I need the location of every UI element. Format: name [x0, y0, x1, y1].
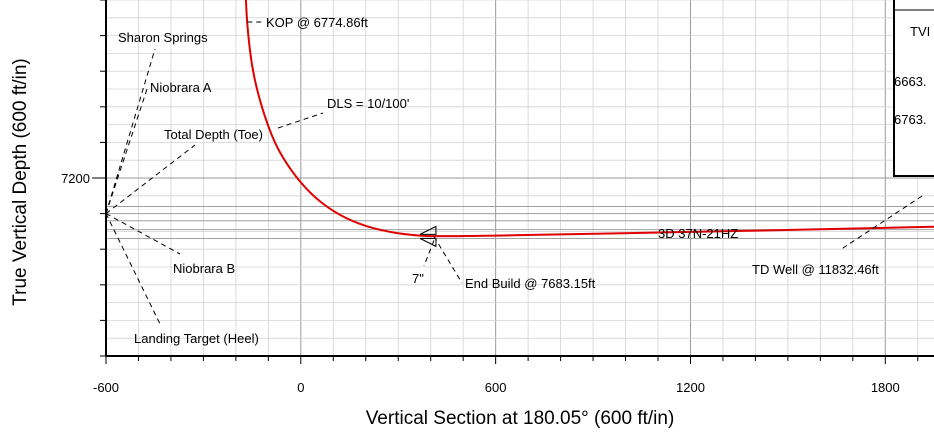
x-tick-label: 0 — [297, 380, 304, 395]
formation-leader — [105, 213, 181, 255]
end-build-leader — [433, 236, 463, 284]
casing-marker-top — [419, 225, 437, 235]
formation-leader — [105, 144, 196, 214]
well-path-layer — [244, 0, 934, 248]
x-tick-label: 1800 — [871, 380, 900, 395]
y-axis-label: True Vertical Depth (600 ft/in) — [10, 58, 31, 305]
legend-box: TVI 6663. 6763. — [893, 0, 934, 177]
casing-label: 7" — [412, 271, 424, 286]
formation-label: Total Depth (Toe) — [164, 127, 263, 142]
formation-leader — [105, 48, 156, 214]
casing-marker-bottom — [419, 237, 437, 248]
td-well-leader — [839, 195, 923, 251]
annotation-layer: Sharon Springs Niobrara A Total Depth (Toe… — [105, 15, 923, 346]
x-axis-label: Vertical Section at 180.05° (600 ft/in) — [366, 408, 675, 429]
formation-label: Sharon Springs — [118, 30, 208, 45]
formation-leader — [105, 85, 149, 214]
y-tick-label: 7200 — [61, 171, 90, 186]
formation-lines — [106, 205, 934, 240]
legend-header: TVI — [910, 24, 930, 39]
well-path-series — [244, 0, 934, 238]
end-build-label: End Build @ 7683.15ft — [465, 276, 596, 291]
grid — [105, 0, 934, 357]
formation-label: Niobrara B — [173, 261, 235, 276]
legend-frame — [893, 0, 934, 177]
legend-row: 6663. — [894, 74, 927, 89]
dls-label: DLS = 10/100' — [327, 96, 409, 111]
legend-row: 6763. — [894, 112, 927, 127]
formation-label: Landing Target (Heel) — [134, 331, 259, 346]
formation-label: Niobrara A — [150, 80, 212, 95]
axes: -600 0 600 1200 1800 7200 — [61, 0, 934, 395]
td-well-label: TD Well @ 11832.46ft — [752, 262, 879, 277]
formation-leader — [105, 213, 161, 325]
x-tick-label: 1200 — [676, 380, 705, 395]
well-name-label: 3D 37N-21HZ — [658, 226, 738, 241]
casing-leader — [423, 240, 435, 267]
dls-leader — [277, 112, 324, 129]
x-tick-label: -600 — [93, 380, 119, 395]
x-tick-label: 600 — [485, 380, 507, 395]
kop-label: KOP @ 6774.86ft — [266, 15, 368, 30]
